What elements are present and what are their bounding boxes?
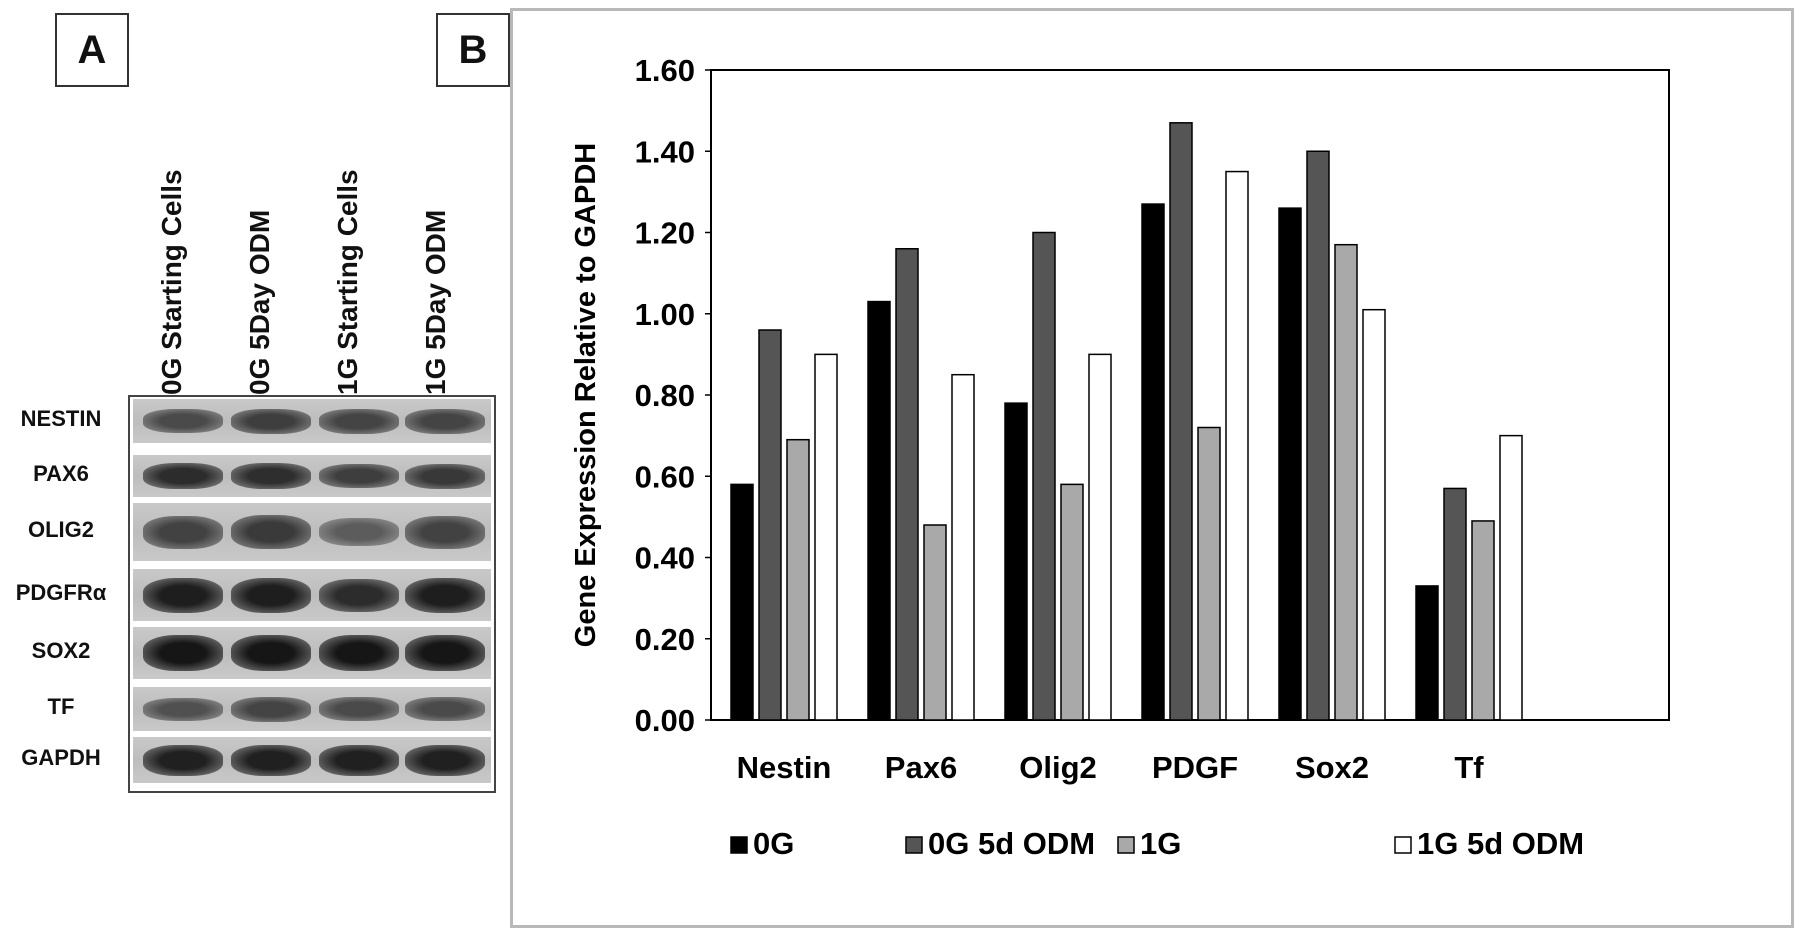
blot-band	[143, 635, 223, 671]
blot-row-label: TF	[47, 694, 75, 719]
legend-swatch	[905, 836, 923, 854]
bar	[1004, 402, 1028, 721]
y-tick-label: 1.60	[635, 53, 695, 88]
bar	[786, 438, 810, 721]
blot-row	[133, 399, 491, 443]
blot-band	[231, 745, 311, 776]
x-tick-label: PDGF	[1152, 750, 1238, 785]
blot-row-label: GAPDH	[21, 745, 101, 770]
y-tick-label: 0.00	[635, 703, 695, 738]
blot-band	[231, 635, 311, 671]
blot-row	[133, 737, 491, 783]
legend-label: 0G	[753, 826, 794, 861]
blot-row	[133, 687, 491, 731]
blot-row-label: OLIG2	[27, 517, 94, 542]
bar	[758, 329, 782, 721]
bar-chart: 0.00 0.20 0.40 0.60 0.80 1.00 1.20 1.40 1.60 Gene…	[570, 53, 1670, 861]
bar	[1362, 308, 1386, 721]
blot-band	[143, 745, 223, 776]
bar	[923, 524, 947, 721]
bar	[867, 300, 891, 721]
bar	[1169, 122, 1193, 721]
y-tick-label: 0.20	[635, 622, 695, 657]
panel-a-label: A	[55, 13, 129, 87]
lane-header-0g-starting: 0G Starting Cells	[156, 169, 187, 395]
legend-label: 1G	[1140, 826, 1181, 861]
blot-band	[231, 409, 311, 434]
blot-band	[405, 464, 485, 489]
x-tick-label: Olig2	[1019, 750, 1097, 785]
lane-header-1g-5day: 1G 5Day ODM	[420, 209, 451, 395]
blot-row-label: SOX2	[31, 638, 91, 663]
blot-row	[133, 455, 491, 497]
blot-row-label: PAX6	[33, 461, 89, 486]
chart-panel: 0.00 0.20 0.40 0.60 0.80 1.00 1.20 1.40 1.60 Gene…	[510, 8, 1794, 928]
legend-label: 0G 5d ODM	[928, 826, 1095, 861]
y-tick-label: 0.40	[635, 541, 695, 576]
blot-band	[143, 409, 223, 433]
y-tick-label: 1.40	[635, 134, 695, 169]
bar	[814, 353, 838, 721]
bar	[1225, 170, 1249, 721]
y-tick-label: 1.00	[635, 297, 695, 332]
bar	[1032, 231, 1056, 721]
bar	[1060, 483, 1084, 721]
legend-swatch	[1117, 836, 1135, 854]
blot-band	[319, 579, 399, 612]
bar	[1278, 207, 1302, 721]
blot-band	[231, 578, 311, 613]
blot-band	[143, 516, 223, 549]
bar	[1443, 487, 1467, 721]
blot-band	[405, 516, 485, 549]
western-blot	[128, 395, 496, 793]
panel-b-label: B	[436, 13, 510, 87]
blot-band	[319, 464, 399, 488]
bar	[1088, 353, 1112, 721]
blot-band	[405, 745, 485, 776]
blot-band	[319, 635, 399, 671]
blot-row	[133, 627, 491, 679]
legend-swatch	[1394, 836, 1412, 854]
x-tick-label: Tf	[1454, 750, 1484, 785]
y-tick-label: 0.60	[635, 459, 695, 494]
x-tick-label: Nestin	[737, 750, 832, 785]
blot-row	[133, 503, 491, 561]
x-tick-label: Sox2	[1295, 750, 1369, 785]
bar	[895, 248, 919, 721]
bar	[1306, 150, 1330, 721]
y-tick-label: 1.20	[635, 216, 695, 251]
blot-band	[231, 463, 311, 489]
bar	[730, 483, 754, 721]
blot-band	[231, 515, 311, 549]
blot-row	[133, 569, 491, 621]
bar	[1499, 434, 1523, 721]
lane-header-1g-starting: 1G Starting Cells	[332, 169, 363, 395]
bar	[1141, 203, 1165, 721]
bar	[1334, 243, 1358, 721]
blot-band	[143, 463, 223, 489]
blot-band	[405, 578, 485, 613]
bar	[1471, 520, 1495, 721]
x-tick-label: Pax6	[885, 750, 957, 785]
bar	[951, 373, 975, 721]
blot-band	[143, 698, 223, 721]
blot-band	[405, 697, 485, 721]
blot-row-label: NESTIN	[20, 406, 102, 431]
y-tick-label: 0.80	[635, 378, 695, 413]
bar	[1197, 426, 1221, 721]
blot-band	[405, 409, 485, 434]
blot-band	[319, 518, 399, 546]
blot-row-label: PDGFRα	[15, 580, 107, 605]
blot-band	[405, 635, 485, 671]
blot-band	[319, 745, 399, 776]
legend-label: 1G 5d ODM	[1417, 826, 1584, 861]
blot-band	[231, 697, 311, 722]
lane-header-0g-5day: 0G 5Day ODM	[244, 209, 275, 395]
y-axis-label: Gene Expression Relative to GAPDH	[570, 143, 602, 647]
blot-band	[319, 697, 399, 721]
blot-band	[143, 578, 223, 613]
blot-band	[319, 409, 399, 434]
bar	[1415, 585, 1439, 721]
legend-swatch	[730, 836, 748, 854]
